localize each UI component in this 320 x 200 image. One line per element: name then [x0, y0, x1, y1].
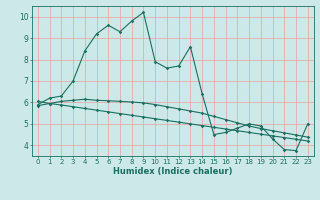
X-axis label: Humidex (Indice chaleur): Humidex (Indice chaleur)	[113, 167, 233, 176]
